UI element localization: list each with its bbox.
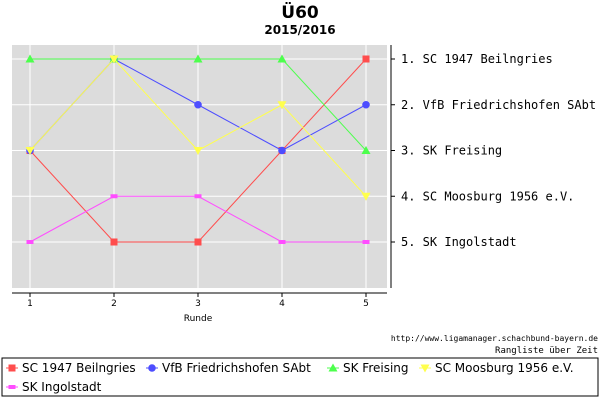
x-tick-label-5: 5 [363, 299, 369, 309]
series-5-point-1 [26, 240, 34, 244]
series-4-point-4 [277, 101, 287, 110]
series-5-point-3 [194, 194, 202, 199]
series-3-point-5 [361, 146, 371, 154]
chart-subtitle: 2015/2016 [264, 23, 335, 37]
x-axis-label: Runde [184, 314, 213, 324]
series-2-point-3 [194, 100, 202, 109]
series-layer [25, 54, 371, 246]
legend-label-1: SC 1947 Beilngries [22, 361, 136, 375]
chart-title: Ü60 [281, 1, 319, 23]
series-5-point-5 [362, 240, 370, 244]
series-4-point-1 [25, 147, 35, 155]
series-3-point-1 [25, 54, 35, 63]
series-3-point-4 [277, 54, 287, 63]
rank-label-1: 1. SC 1947 Beilngries [401, 52, 553, 66]
legend-box [1, 357, 599, 397]
rank-label-4: 4. SC Moosburg 1956 e.V. [401, 189, 574, 203]
footer-note: Rangliste über Zeit [495, 346, 598, 356]
legend-label-5: SK Ingolstadt [22, 380, 102, 394]
series-2-point-4 [278, 146, 286, 155]
legend-marker-3 [328, 363, 338, 372]
series-1-point-5 [362, 55, 370, 63]
legend-label-3: SK Freising [343, 361, 409, 375]
legend-marker-1 [8, 364, 16, 372]
rank-label-2: 2. VfB Friedrichshofen SAbt [401, 98, 596, 112]
series-1-point-3 [194, 238, 202, 246]
series-5-point-2 [110, 194, 118, 199]
x-tick-label-2: 2 [111, 299, 117, 309]
rank-label-5: 5. SK Ingolstadt [401, 235, 517, 249]
series-2-point-5 [362, 100, 370, 109]
series-5-point-4 [278, 240, 286, 244]
x-axis: 1 2 3 4 5 [12, 292, 387, 309]
series-1-point-2 [110, 238, 118, 246]
series-4-point-2 [109, 55, 119, 64]
series-4-point-5 [361, 192, 371, 201]
series-3-point-3 [193, 54, 203, 63]
legend-label-2: VfB Friedrichshofen SAbt [162, 361, 311, 375]
rank-label-3: 3. SK Freising [401, 144, 502, 158]
legend: SC 1947 Beilngries VfB Friedrichshofen SA… [6, 361, 574, 394]
series-5 [26, 194, 370, 244]
legend-marker-5 [8, 385, 16, 389]
x-tick-label-3: 3 [195, 299, 201, 309]
series-4-point-3 [193, 147, 203, 155]
plot-area [12, 45, 387, 288]
legend-marker-2 [148, 364, 156, 372]
legend-marker-4 [420, 364, 430, 373]
source-url: http://www.ligamanager.schachbund-bayern… [391, 334, 598, 343]
series-4 [25, 55, 371, 201]
x-tick-label-1: 1 [27, 299, 33, 309]
legend-label-4: SC Moosburg 1956 e.V. [435, 361, 574, 375]
x-tick-label-4: 4 [279, 299, 285, 309]
rank-axis: 1. SC 1947 Beilngries 2. VfB Friedrichsho… [390, 45, 596, 288]
